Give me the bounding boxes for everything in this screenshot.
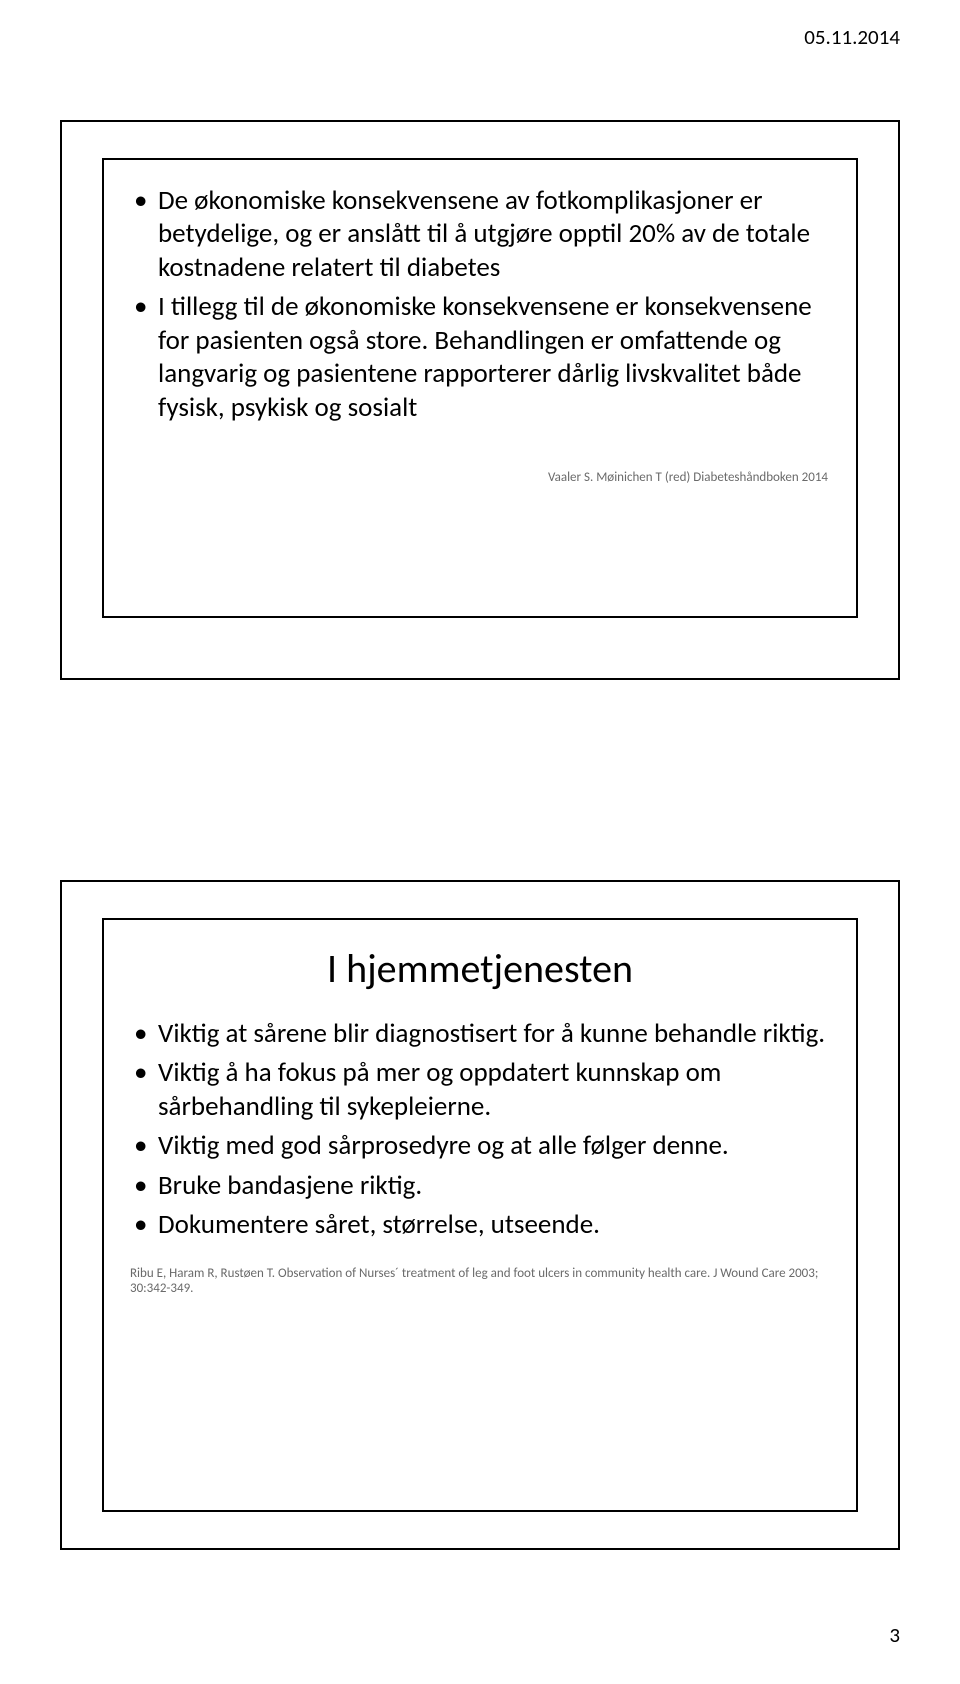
slide-2-citation: Ribu E, Haram R, Rustøen T. Observation … — [128, 1266, 832, 1296]
list-item: Bruke bandasjene riktig. — [128, 1169, 832, 1202]
slide-1-list: De økonomiske konsekvensene av fotkompli… — [128, 184, 832, 424]
slide-2: I hjemmetjenesten Viktig at sårene blir … — [60, 880, 900, 1550]
list-item: Viktig at sårene blir diagnostisert for … — [128, 1017, 832, 1050]
list-item: Viktig å ha fokus på mer og oppdatert ku… — [128, 1056, 832, 1123]
slide-1: De økonomiske konsekvensene av fotkompli… — [60, 120, 900, 680]
slide-2-inner: I hjemmetjenesten Viktig at sårene blir … — [102, 918, 858, 1512]
slide-1-citation: Vaaler S. Møinichen T (red) Diabeteshånd… — [128, 470, 832, 485]
slide-1-inner: De økonomiske konsekvensene av fotkompli… — [102, 158, 858, 618]
date-header: 05.11.2014 — [804, 24, 900, 50]
list-item: Dokumentere såret, størrelse, utseende. — [128, 1208, 832, 1241]
slide-2-title: I hjemmetjenesten — [128, 944, 832, 993]
list-item: De økonomiske konsekvensene av fotkompli… — [128, 184, 832, 284]
list-item: I tillegg til de økonomiske konsekvensen… — [128, 290, 832, 424]
slide-2-list: Viktig at sårene blir diagnostisert for … — [128, 1017, 832, 1242]
list-item: Viktig med god sårprosedyre og at alle f… — [128, 1129, 832, 1162]
page-number: 3 — [889, 1622, 900, 1648]
